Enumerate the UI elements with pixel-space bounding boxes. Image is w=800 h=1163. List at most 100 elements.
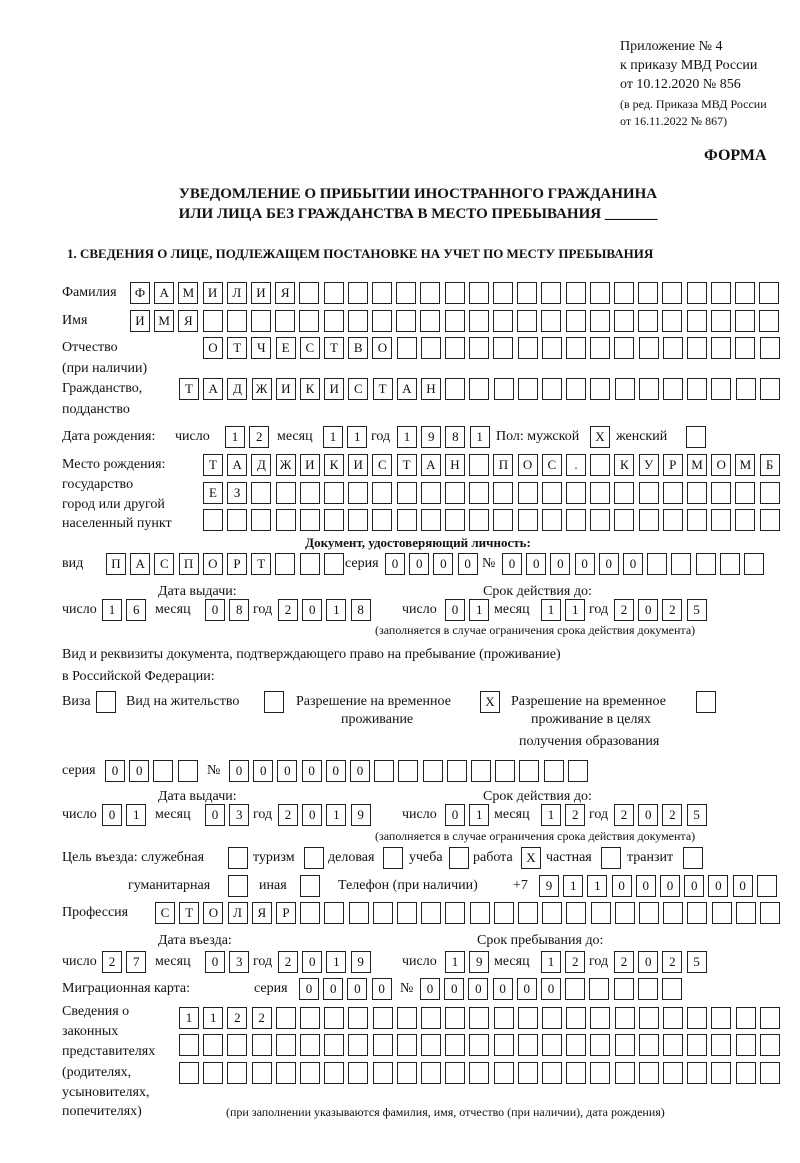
cell[interactable] [396,310,417,332]
cell[interactable]: 1 [326,804,347,826]
cell[interactable] [710,282,731,304]
cell[interactable] [444,310,465,332]
cell[interactable] [565,978,586,1000]
cell[interactable] [323,310,344,332]
cell[interactable]: 2 [614,804,634,826]
cell[interactable]: 2 [278,951,298,973]
cell[interactable]: И [299,454,320,476]
cell[interactable] [348,1034,369,1056]
cell[interactable] [541,310,562,332]
cell[interactable] [756,875,777,897]
cell[interactable]: М [154,310,175,332]
cell[interactable] [396,282,417,304]
cell[interactable] [304,847,324,869]
cell[interactable]: 1 [326,951,347,973]
cell[interactable] [421,1007,441,1029]
cell[interactable]: Л [227,902,248,924]
cell[interactable]: А [227,454,248,476]
cell[interactable] [324,1007,345,1029]
cell[interactable]: С [541,454,562,476]
cell[interactable]: 0 [129,760,150,782]
cell[interactable] [695,553,716,575]
cell[interactable] [517,1062,538,1084]
cell[interactable]: Т [372,378,393,400]
cell[interactable] [719,553,740,575]
cell[interactable] [446,760,467,782]
cell[interactable] [348,1062,369,1084]
cell[interactable]: 8 [445,426,466,448]
cell[interactable]: 1 [102,599,122,621]
cell[interactable]: Р [276,902,296,924]
cell[interactable] [445,337,465,359]
cell[interactable]: 0 [371,978,392,1000]
cell[interactable]: И [275,378,296,400]
cell[interactable] [226,310,247,332]
cell[interactable] [614,282,634,304]
cell[interactable] [372,1062,393,1084]
cell[interactable] [348,482,369,504]
cell[interactable] [493,337,514,359]
cell[interactable]: X [480,691,500,713]
cell[interactable] [420,337,441,359]
cell[interactable] [324,1034,345,1056]
cell[interactable]: 0 [445,804,465,826]
cell[interactable] [711,1034,732,1056]
cell[interactable] [275,1062,296,1084]
cell[interactable]: 0 [205,804,225,826]
cell[interactable]: X [521,847,541,869]
cell[interactable]: 9 [539,875,559,897]
cell[interactable] [566,1062,587,1084]
cell[interactable] [420,482,441,504]
cell[interactable]: 9 [421,426,442,448]
cell[interactable] [759,1034,780,1056]
cell[interactable] [589,282,610,304]
cell[interactable]: 2 [614,599,634,621]
cell[interactable] [493,1007,514,1029]
cell[interactable] [663,1034,683,1056]
cell[interactable] [275,310,296,332]
cell[interactable] [275,553,296,575]
cell[interactable] [735,310,755,332]
cell[interactable] [323,553,344,575]
cell[interactable]: И [202,282,223,304]
cell[interactable] [469,1007,490,1029]
cell[interactable] [590,482,611,504]
cell[interactable]: С [348,378,369,400]
cell[interactable]: О [372,337,393,359]
cell[interactable] [517,1034,538,1056]
cell[interactable] [638,337,659,359]
cell[interactable] [735,509,756,531]
cell[interactable] [662,282,683,304]
cell[interactable] [398,760,419,782]
cell[interactable]: 1 [323,426,343,448]
cell[interactable] [735,378,756,400]
cell[interactable] [711,1062,732,1084]
cell[interactable] [383,847,403,869]
cell[interactable] [471,760,491,782]
cell[interactable]: 0 [611,875,632,897]
cell[interactable]: 0 [445,599,465,621]
cell[interactable] [614,482,635,504]
cell[interactable] [300,1034,320,1056]
cell[interactable]: Т [179,902,200,924]
cell[interactable] [710,310,731,332]
cell[interactable]: О [517,454,538,476]
cell[interactable] [711,509,732,531]
cell[interactable]: И [348,454,369,476]
cell[interactable] [469,454,490,476]
cell[interactable] [348,902,369,924]
cell[interactable]: Е [203,482,223,504]
cell[interactable]: 1 [179,1007,199,1029]
cell[interactable]: Ч [251,337,272,359]
cell[interactable] [445,378,466,400]
cell[interactable] [696,691,716,713]
cell[interactable]: 0 [502,553,522,575]
cell[interactable] [590,1007,611,1029]
cell[interactable]: 0 [385,553,405,575]
cell[interactable] [566,482,586,504]
cell[interactable]: К [300,378,320,400]
cell[interactable]: 2 [102,951,122,973]
cell[interactable] [662,310,683,332]
cell[interactable] [372,902,393,924]
cell[interactable] [542,902,563,924]
